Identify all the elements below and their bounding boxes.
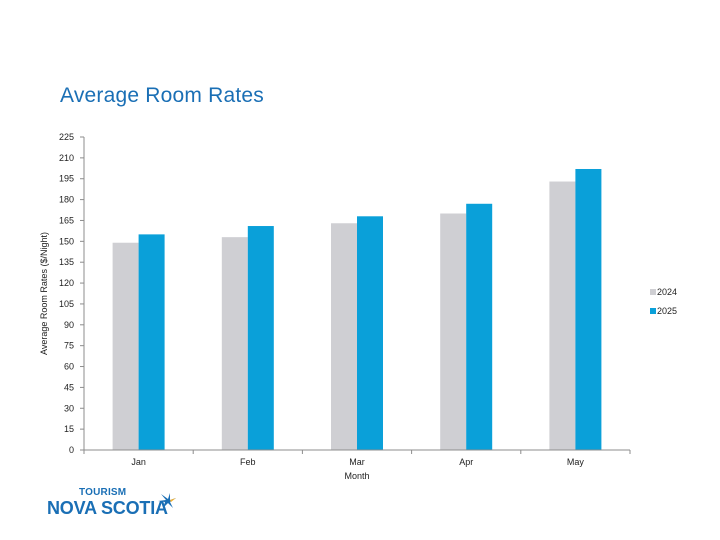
y-tick-label: 135 [59,257,74,267]
tourism-nova-scotia-logo: TOURISM NOVA SCOTIA [47,487,187,521]
bar-2025-Apr [466,203,493,450]
legend-label-2024: 2024 [657,287,677,297]
x-axis-ticks: Jan Feb Mar Apr May [83,450,631,467]
x-tick-label: Mar [349,457,365,467]
bar-2025-Mar [357,216,383,450]
y-tick-label: 180 [59,195,74,205]
legend-swatch-2025 [650,308,656,314]
y-tick-label: 0 [69,445,74,455]
x-tick-label: Jan [131,457,146,467]
y-tick-label: 90 [64,320,74,330]
bar-2024-Feb [221,237,248,450]
y-tick-label: 45 [64,382,74,392]
chart-legend: 2024 2025 [650,287,677,316]
bar-2025-Jan [138,234,165,450]
y-tick-label: 225 [59,132,74,142]
y-tick-label: 120 [59,278,74,288]
chart-bars [112,168,602,451]
bar-2024-Mar [331,223,357,450]
y-axis-title: Average Room Rates ($/Night) [39,232,49,355]
y-tick-label: 105 [59,299,74,309]
x-axis-title: Month [344,471,369,481]
x-tick-label: Apr [459,457,473,467]
bar-2025-Feb [247,226,274,450]
bird-icon [158,493,176,508]
y-tick-label: 15 [64,424,74,434]
page-title: Average Room Rates [60,84,264,107]
bar-2025-May [575,168,602,451]
x-tick-label: May [567,457,585,467]
legend-swatch-2024 [650,289,656,295]
y-tick-label: 165 [59,215,74,225]
bar-2024-May [549,181,576,450]
y-tick-label: 210 [59,153,74,163]
logo-text-nova-scotia: NOVA SCOTIA [47,498,168,518]
y-tick-label: 30 [64,403,74,413]
y-axis-ticks: 0 15 30 45 60 75 90 105 120 135 150 165 180 195 210 225 [59,132,84,455]
y-tick-label: 75 [64,341,74,351]
x-tick-label: Feb [240,457,256,467]
y-tick-label: 60 [64,362,74,372]
bar-2024-Jan [112,242,139,450]
y-tick-label: 195 [59,174,74,184]
legend-label-2025: 2025 [657,306,677,316]
logo-text-tourism: TOURISM [79,487,127,498]
bar-2024-Apr [440,213,467,450]
y-tick-label: 150 [59,236,74,246]
